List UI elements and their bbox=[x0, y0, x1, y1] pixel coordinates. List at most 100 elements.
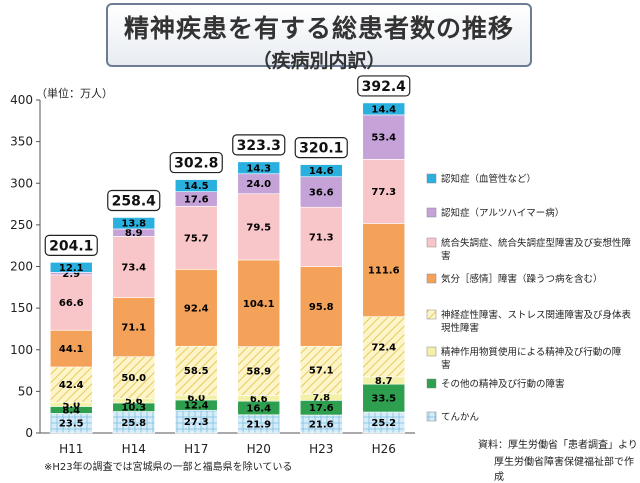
bar-segment bbox=[299, 266, 343, 347]
legend-label: その他の精神及び行動の障害 bbox=[441, 378, 565, 390]
legend-label: 認知症（アルツハイマー病） bbox=[441, 207, 564, 219]
total-label: 323.3 bbox=[237, 138, 281, 154]
total-label: 302.8 bbox=[174, 156, 218, 172]
segment-value-label: 12.1 bbox=[59, 263, 84, 274]
y-tick-label: 300 bbox=[10, 176, 33, 190]
segment-value-label: 5.0 bbox=[62, 400, 80, 411]
total-label: 258.4 bbox=[112, 193, 157, 209]
segment-value-label: 21.6 bbox=[309, 420, 334, 431]
segment-value-label: 14.4 bbox=[371, 104, 396, 115]
segment-value-label: 5.6 bbox=[125, 396, 143, 407]
total-box bbox=[107, 189, 161, 212]
segment-value-label: 25.8 bbox=[121, 418, 146, 429]
segment-value-label: 23.5 bbox=[59, 419, 84, 430]
segment-value-label: 27.3 bbox=[184, 417, 209, 428]
segment-value-label: 14.3 bbox=[246, 163, 271, 174]
total-box bbox=[357, 75, 411, 97]
bar-segment bbox=[299, 164, 343, 178]
bar-segment bbox=[112, 356, 156, 399]
segment-value-label: 12.4 bbox=[184, 401, 209, 412]
segment-value-label: 50.0 bbox=[121, 373, 146, 384]
segment-value-label: 71.1 bbox=[121, 323, 146, 334]
segment-value-label: 6.6 bbox=[250, 394, 268, 405]
segment-value-label: 13.8 bbox=[121, 219, 146, 230]
segment-value-label: 21.9 bbox=[246, 419, 271, 430]
segment-value-label: 14.5 bbox=[184, 181, 209, 192]
y-tick-label: 200 bbox=[10, 260, 33, 274]
segment-value-label: 104.1 bbox=[243, 299, 275, 310]
segment-value-label: 17.6 bbox=[309, 403, 334, 414]
segment-value-label: 111.6 bbox=[368, 266, 400, 277]
segment-value-label: 53.4 bbox=[371, 133, 396, 144]
segment-value-label: 7.8 bbox=[312, 393, 330, 404]
segment-value-label: 2.9 bbox=[62, 269, 80, 280]
bar-segment bbox=[49, 274, 93, 331]
segment-value-label: 36.6 bbox=[309, 187, 334, 198]
y-tick-label: 100 bbox=[10, 343, 33, 357]
total-box bbox=[44, 234, 98, 256]
bar-segment bbox=[112, 217, 156, 230]
legend-swatch bbox=[426, 273, 437, 284]
segment-value-label: 71.3 bbox=[309, 232, 334, 243]
total-label: 392.4 bbox=[362, 79, 407, 95]
bar-segment bbox=[362, 159, 406, 225]
legend-swatch bbox=[426, 378, 437, 389]
segment-value-label: 95.8 bbox=[309, 302, 334, 313]
bar-segment bbox=[49, 366, 93, 403]
segment-value-label: 72.4 bbox=[371, 342, 396, 353]
chart-subtitle: （疾病別内訳） bbox=[252, 50, 386, 72]
bar-segment bbox=[112, 297, 156, 357]
legend-swatch bbox=[426, 346, 437, 357]
bar-segment bbox=[174, 206, 218, 270]
segment-value-label: 58.5 bbox=[184, 366, 209, 377]
y-tick-label: 150 bbox=[10, 301, 33, 315]
segment-value-label: 17.6 bbox=[184, 194, 209, 205]
segment-value-label: 8.7 bbox=[375, 376, 393, 387]
source-line-2: 厚生労働省障害保健福祉部で作成 bbox=[494, 457, 634, 483]
x-tick-label: H17 bbox=[184, 442, 208, 456]
bar-segment bbox=[174, 179, 218, 192]
y-tick-label: 400 bbox=[10, 93, 33, 107]
segment-value-label: 66.6 bbox=[59, 298, 84, 309]
bar-segment bbox=[49, 329, 93, 368]
bar-segment bbox=[237, 161, 281, 175]
total-label: 320.1 bbox=[299, 141, 343, 157]
chart-title: 精神疾患を有する総患者数の推移 bbox=[123, 14, 514, 43]
x-tick-label: H23 bbox=[309, 442, 333, 456]
bar-segment bbox=[362, 316, 406, 378]
legend-label: 統合失調症、統合失調症型障害及び妄想性障害 bbox=[441, 237, 632, 262]
y-tick-label: 50 bbox=[18, 384, 33, 398]
segment-value-label: 77.3 bbox=[371, 187, 396, 198]
legend-swatch bbox=[426, 173, 437, 184]
x-tick-label: H11 bbox=[59, 442, 83, 456]
segment-value-label: 57.1 bbox=[309, 366, 334, 377]
legend-swatch bbox=[426, 411, 437, 422]
bar-segment bbox=[174, 269, 218, 347]
segment-value-label: 42.4 bbox=[59, 380, 84, 391]
total-box bbox=[232, 134, 286, 156]
segment-value-label: 8.9 bbox=[125, 228, 143, 239]
x-tick-label: H26 bbox=[372, 442, 396, 456]
y-tick-label: 350 bbox=[10, 135, 33, 149]
segment-value-label: 14.6 bbox=[309, 166, 334, 177]
segment-value-label: 33.5 bbox=[371, 394, 396, 405]
segment-value-label: 79.5 bbox=[246, 222, 271, 233]
bar-segment bbox=[237, 346, 281, 396]
y-tick-label: 250 bbox=[10, 218, 33, 232]
segment-value-label: 44.1 bbox=[59, 344, 84, 355]
unit-label: （単位：万人） bbox=[36, 87, 113, 100]
segment-value-label: 92.4 bbox=[184, 303, 209, 314]
bar-segment bbox=[112, 236, 156, 298]
bar-segment bbox=[237, 259, 281, 347]
bar-segment bbox=[299, 176, 343, 208]
segment-value-label: 58.9 bbox=[246, 367, 271, 378]
legend-label: てんかん bbox=[441, 412, 479, 423]
legend-swatch bbox=[426, 237, 437, 248]
total-box bbox=[169, 151, 223, 174]
segment-value-label: 75.7 bbox=[184, 233, 209, 244]
x-tick-label: H20 bbox=[247, 442, 271, 456]
bar-segment bbox=[299, 206, 343, 267]
y-tick-label: 0 bbox=[25, 426, 33, 440]
legend-label: 神経症性障害、ストレス関連障害及び身体表現性障害 bbox=[441, 309, 632, 334]
